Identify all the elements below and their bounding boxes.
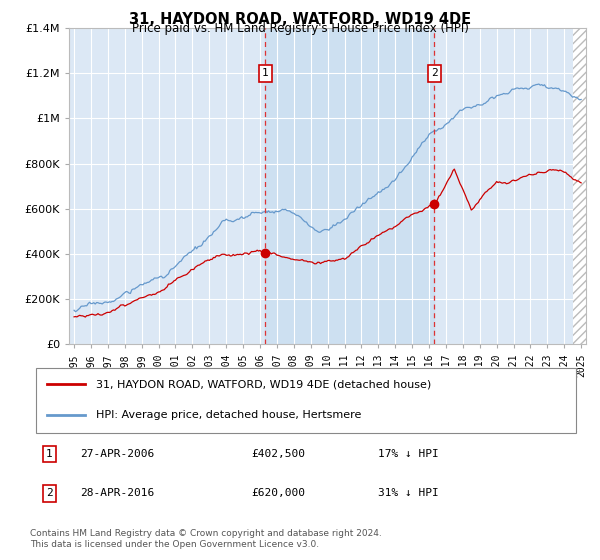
Text: HPI: Average price, detached house, Hertsmere: HPI: Average price, detached house, Hert… xyxy=(96,410,362,420)
Text: 31, HAYDON ROAD, WATFORD, WD19 4DE (detached house): 31, HAYDON ROAD, WATFORD, WD19 4DE (deta… xyxy=(96,379,431,389)
Text: Contains HM Land Registry data © Crown copyright and database right 2024.
This d: Contains HM Land Registry data © Crown c… xyxy=(30,529,382,549)
FancyBboxPatch shape xyxy=(35,367,577,433)
Text: £620,000: £620,000 xyxy=(251,488,305,498)
Text: Price paid vs. HM Land Registry's House Price Index (HPI): Price paid vs. HM Land Registry's House … xyxy=(131,22,469,35)
Text: 17% ↓ HPI: 17% ↓ HPI xyxy=(378,449,439,459)
Bar xyxy=(265,28,434,344)
Text: 2: 2 xyxy=(46,488,53,498)
Text: 31, HAYDON ROAD, WATFORD, WD19 4DE: 31, HAYDON ROAD, WATFORD, WD19 4DE xyxy=(129,12,471,27)
Text: 31% ↓ HPI: 31% ↓ HPI xyxy=(378,488,439,498)
Text: 1: 1 xyxy=(262,68,269,78)
Bar xyxy=(572,28,593,344)
Text: 28-APR-2016: 28-APR-2016 xyxy=(80,488,154,498)
Text: 27-APR-2006: 27-APR-2006 xyxy=(80,449,154,459)
Text: 1: 1 xyxy=(46,449,53,459)
Text: 2: 2 xyxy=(431,68,438,78)
Text: £402,500: £402,500 xyxy=(251,449,305,459)
